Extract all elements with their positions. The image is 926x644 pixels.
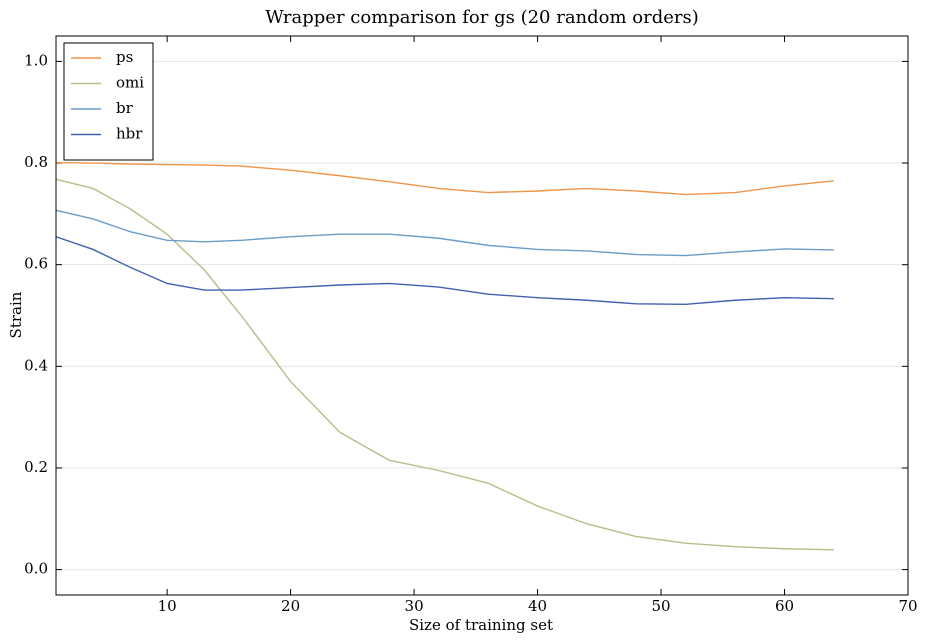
legend-box bbox=[63, 42, 154, 161]
x-axis-label: Size of training set bbox=[409, 616, 553, 634]
x-tick-label: 40 bbox=[528, 597, 547, 615]
x-tick-label: 30 bbox=[405, 597, 424, 615]
y-tick-label: 0.2 bbox=[24, 458, 48, 476]
x-tick-label: 10 bbox=[158, 597, 177, 615]
legend-label: br bbox=[116, 99, 134, 117]
legend-label: ps bbox=[116, 48, 133, 66]
series-line bbox=[55, 178, 834, 551]
y-tick-label: 0.4 bbox=[24, 356, 48, 374]
y-tick-label: 0.6 bbox=[24, 255, 48, 273]
plot-frame bbox=[55, 35, 909, 596]
y-axis-label: Strain bbox=[7, 291, 25, 338]
series-line bbox=[55, 209, 834, 257]
chart-title: Wrapper comparison for gs (20 random ord… bbox=[265, 7, 699, 28]
x-tick-label: 50 bbox=[651, 597, 670, 615]
x-tick-label: 20 bbox=[281, 597, 300, 615]
series-line bbox=[55, 161, 834, 196]
x-tick-label: 70 bbox=[898, 597, 917, 615]
legend-label: omi bbox=[116, 74, 144, 92]
y-tick-label: 0.0 bbox=[24, 560, 48, 578]
y-tick-label: 1.0 bbox=[24, 51, 48, 69]
x-tick-label: 60 bbox=[775, 597, 794, 615]
y-tick-label: 0.8 bbox=[24, 153, 48, 171]
legend-label: hbr bbox=[116, 125, 143, 143]
series-line bbox=[55, 236, 834, 306]
